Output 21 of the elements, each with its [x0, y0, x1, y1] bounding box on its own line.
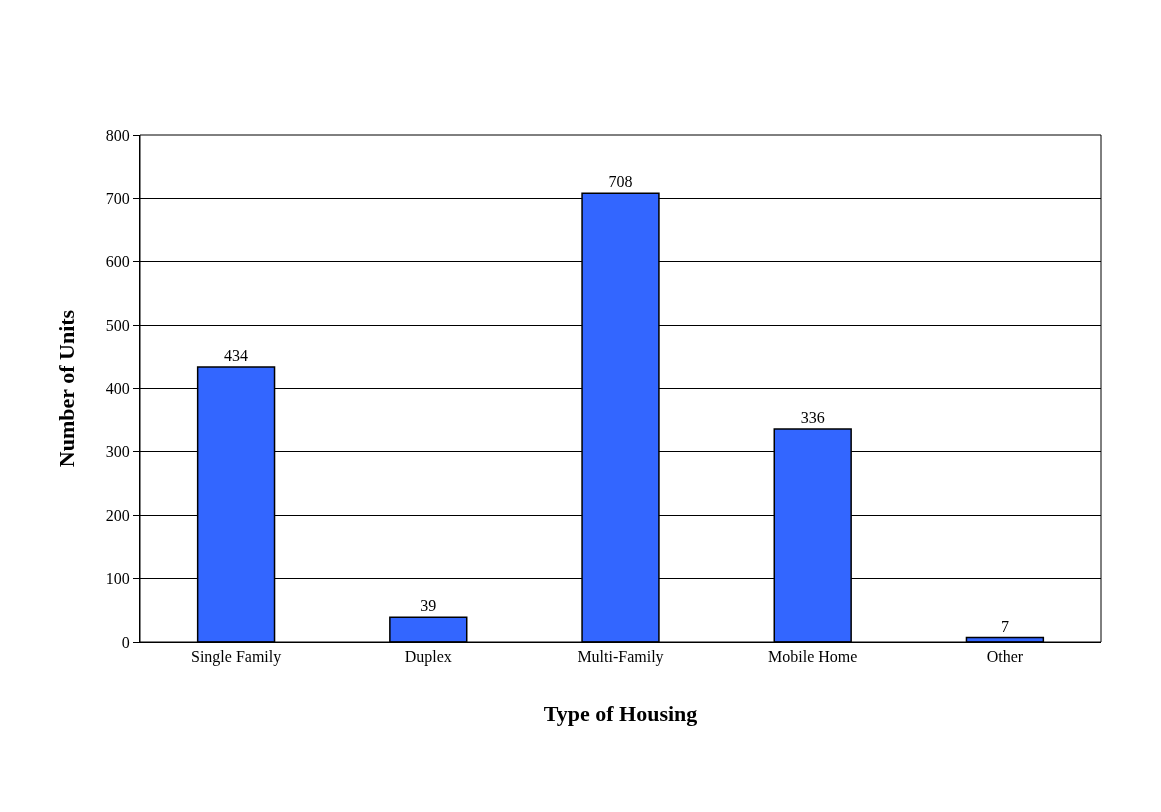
y-tick-label: 500: [105, 316, 130, 334]
y-tick-label: 100: [105, 570, 130, 588]
x-axis-title: Type of Housing: [543, 701, 698, 727]
data-label: 7: [1000, 617, 1009, 635]
x-tick-label: Duplex: [404, 648, 452, 667]
y-tick-label: 700: [105, 189, 130, 207]
x-tick-label: Other: [986, 648, 1024, 666]
x-tick-label: Single Family: [190, 648, 282, 667]
data-label: 39: [420, 597, 437, 615]
y-tick-label: 800: [105, 126, 130, 144]
y-tick-label: 600: [105, 253, 130, 271]
y-tick-label: 0: [121, 633, 130, 651]
x-tick-label: Mobile Home: [768, 648, 858, 666]
y-axis-title: Number of Units: [53, 309, 79, 468]
y-tick-label: 400: [105, 380, 130, 398]
x-tick-label: Multi-Family: [577, 648, 664, 667]
y-tick-label: 200: [105, 506, 130, 524]
data-label: 336: [800, 409, 825, 427]
data-label: 434: [224, 346, 249, 364]
data-label: 708: [608, 173, 633, 191]
y-tick-label: 300: [105, 443, 130, 461]
